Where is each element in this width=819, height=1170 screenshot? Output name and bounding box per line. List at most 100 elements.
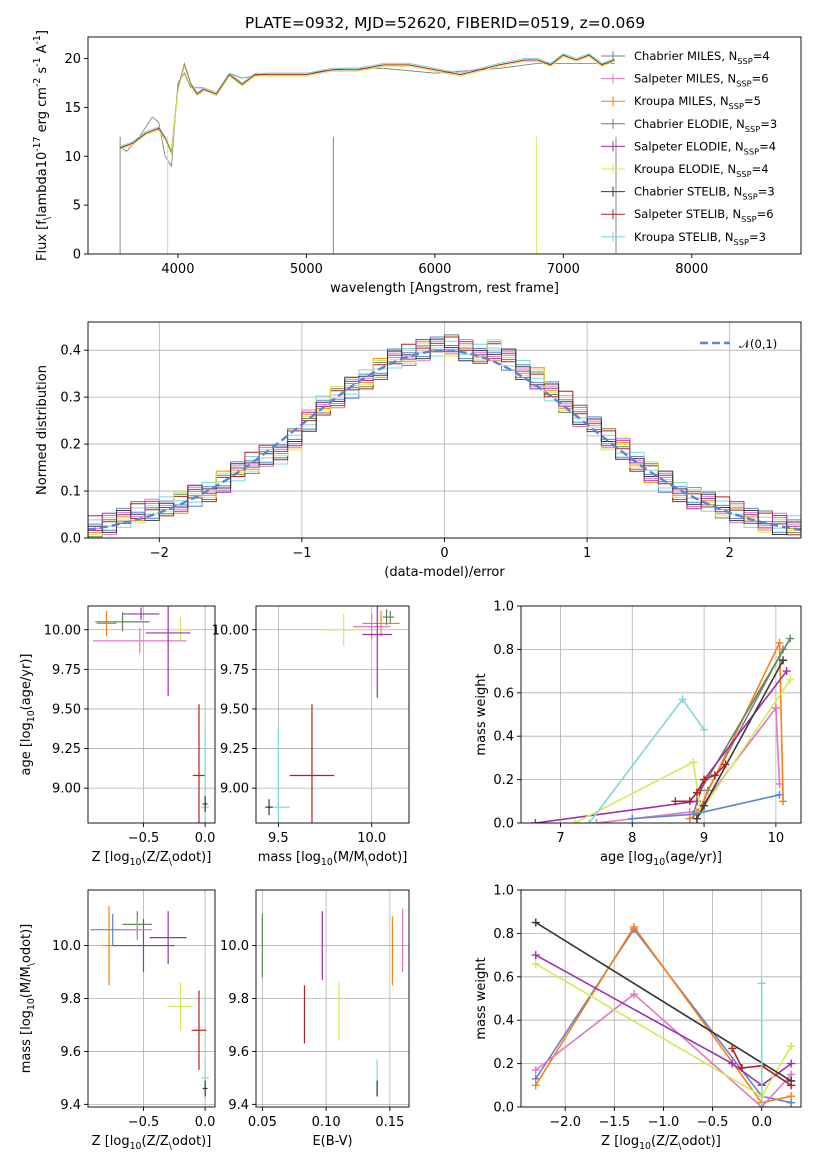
label-part: odot)]: [681, 1134, 720, 1149]
weight-series-marker: [728, 1059, 737, 1068]
figure-title: PLATE=0932, MJD=52620, FIBERID=0519, z=0…: [245, 14, 645, 32]
label-part: -2: [32, 78, 43, 87]
y-tick-label: 9.50: [220, 702, 249, 717]
weight-series-marker: [531, 1066, 540, 1075]
label-part: =6: [752, 72, 769, 86]
label-part: -1: [32, 57, 43, 66]
plot-area: [92, 606, 209, 823]
axes-frame: [87, 36, 802, 255]
weight-series-marker: [689, 758, 698, 767]
label-part: \: [169, 1141, 173, 1152]
y-tick-label: 10.0: [52, 939, 81, 954]
label-part: Chabrier STELIB, N: [634, 185, 742, 199]
x-tick-label: 0.0: [195, 1115, 216, 1130]
weight-series-marker: [738, 1063, 747, 1072]
y-tick-label: 0.2: [60, 438, 81, 453]
label-part: odot)]: [368, 850, 407, 865]
label-part: -1: [32, 35, 43, 44]
weight-series-marker: [531, 959, 540, 968]
label-part: Z [log: [601, 1134, 639, 1149]
y-axis-label: mass weight: [474, 957, 489, 1039]
label-part: Z [log: [92, 1134, 130, 1149]
legend-label: Kroupa STELIB, NSSP=3: [634, 230, 766, 247]
x-tick-label: −2: [150, 546, 169, 561]
label-part: (age/yr)]: [19, 654, 34, 711]
weight-series-marker: [678, 695, 687, 704]
y-tick-label: 0.0: [493, 1101, 514, 1116]
x-tick-label: 0: [440, 546, 448, 561]
label-part: 10: [130, 857, 142, 868]
y-tick-label: 0.2: [493, 1057, 514, 1072]
x-tick-label: 7: [556, 831, 564, 846]
y-tick-label: 0.0: [60, 532, 81, 547]
weight-series-marker: [689, 810, 698, 819]
axes-frame: [520, 605, 802, 824]
x-tick-label: 0.0: [195, 831, 216, 846]
legend-label: Salpeter MILES, NSSP=6: [634, 72, 769, 89]
x-tick-label: 9.5: [268, 831, 289, 846]
label-part: (M/M: [333, 850, 365, 865]
label-part: \: [365, 857, 369, 868]
label-part: SSP: [741, 214, 756, 224]
label-part: Chabrier ELODIE, N: [634, 117, 745, 131]
x-tick-label: −0.5: [128, 1115, 160, 1130]
legend-label: 𝒩(0,1): [739, 337, 777, 351]
y-tick-label: 9.25: [220, 742, 249, 757]
weight-series-marker: [757, 1103, 766, 1107]
plot-area: [531, 634, 795, 823]
label-part: (Z/Z: [142, 1134, 169, 1149]
label-part: A: [35, 44, 50, 57]
y-tick-label: 9.00: [220, 782, 249, 797]
x-tick-label: 6000: [418, 262, 451, 277]
weight-series-marker: [700, 775, 709, 784]
legend-label: Chabrier MILES, NSSP=4: [634, 49, 770, 66]
x-axis-label: (data-model)/error: [384, 565, 505, 580]
weight-series-marker: [775, 638, 784, 647]
x-axis-label: Z [log10(Z/Z\odot)]: [92, 850, 212, 868]
label-part: 10: [26, 998, 37, 1010]
weight-series-line: [535, 921, 792, 1082]
label-part: =3: [749, 230, 766, 244]
x-tick-label: 2: [726, 546, 734, 561]
y-tick-label: 0.0: [493, 817, 514, 832]
axes-frame: [255, 605, 410, 824]
y-tick-label: 9.4: [60, 1098, 81, 1113]
weight-series-marker: [728, 1044, 737, 1053]
weight-series-marker: [771, 703, 780, 712]
label-part: odot)]: [172, 850, 211, 865]
plot-area: [88, 334, 801, 538]
x-tick-label: 7000: [547, 262, 580, 277]
label-part: =3: [760, 117, 777, 131]
y-tick-label: 0.8: [493, 927, 514, 942]
weight-series-marker: [775, 790, 784, 799]
label-part: Kroupa MILES, N: [634, 94, 729, 108]
legend-label: Salpeter STELIB, NSSP=6: [634, 207, 774, 224]
weight-series-marker: [700, 725, 709, 734]
label-part: =4: [753, 49, 770, 63]
label-part: mass weight: [474, 673, 489, 755]
observed-spectrum-line: [119, 63, 615, 168]
panel-weight-vs-z: −2.0 −1.5 −1.0 −0.5 0.0 0.0 0.2 0.4 0.6 0.8 1.0 Z […: [474, 884, 802, 1152]
y-tick-label: 9.75: [52, 663, 81, 678]
y-tick-label: 0.8: [493, 643, 514, 658]
weight-series-line: [535, 670, 788, 823]
label-part: ]: [35, 30, 50, 35]
legend-label: Chabrier ELODIE, NSSP=3: [634, 117, 777, 134]
weight-series-marker: [787, 1042, 796, 1051]
label-part: SSP: [742, 192, 757, 202]
y-tick-label: 0.4: [493, 730, 514, 745]
label-part: Flux [f: [35, 220, 50, 261]
weight-series-marker: [685, 797, 694, 806]
weight-series-marker: [782, 667, 791, 676]
y-tick-label: 0.6: [493, 686, 514, 701]
y-tick-label: 9.50: [52, 702, 81, 717]
y-tick-label: 0.1: [60, 485, 81, 500]
label-part: Salpeter MILES, N: [634, 72, 736, 86]
label-part: odot)]: [172, 1134, 211, 1149]
x-axis-label: mass [log10(M/M\odot)]: [258, 850, 408, 868]
label-part: \: [678, 1141, 682, 1152]
x-axis-label: wavelength [Angstrom, rest frame]: [330, 281, 559, 296]
label-part: SSP: [736, 79, 751, 89]
